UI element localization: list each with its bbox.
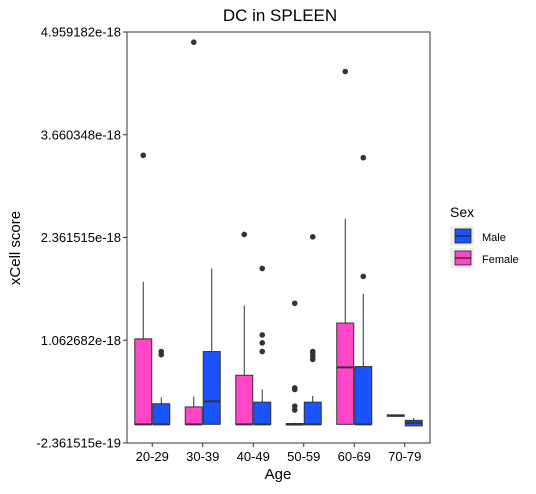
x-tick-label: 70-79 (388, 449, 421, 464)
outlier-point (309, 356, 316, 363)
box-body (354, 366, 373, 425)
box-female-60-69 (336, 68, 355, 425)
x-tick-label: 50-59 (287, 449, 320, 464)
legend-label-female: Female (482, 254, 519, 266)
outlier-point (291, 407, 298, 413)
box-female-30-39 (184, 39, 203, 426)
plot-panel (126, 31, 431, 444)
y-axis-title: xCell score (7, 211, 24, 285)
box-male-50-59 (303, 234, 322, 426)
outlier-point (158, 351, 165, 358)
y-tick-label: -2.361515e-19 (36, 436, 121, 451)
box-body (134, 338, 153, 425)
outlier-point (241, 231, 248, 238)
box-body (235, 374, 254, 425)
box-male-70-79 (404, 417, 423, 427)
outlier-point (291, 300, 298, 307)
outlier-point (342, 68, 349, 75)
box-female-50-59 (285, 300, 304, 426)
plot-marks (134, 39, 423, 427)
outlier-point (140, 152, 147, 159)
box-male-60-69 (354, 154, 373, 426)
y-axis: -2.361515e-19 1.062682e-18 2.361515e-18 3.6… (36, 25, 127, 451)
y-tick-label: 4.959182e-18 (41, 25, 121, 40)
x-axis: 20-29 30-39 40-49 50-59 60-69 70-79 (136, 443, 421, 464)
legend-label-male: Male (482, 232, 506, 244)
box-body (202, 351, 221, 425)
box-body (184, 406, 203, 425)
outlier-point (291, 403, 298, 409)
box-male-20-29 (152, 348, 171, 426)
box-body (336, 322, 355, 425)
chart-title: DC in SPLEEN (223, 6, 337, 25)
x-tick-label: 20-29 (136, 449, 169, 464)
x-tick-label: 30-39 (186, 449, 219, 464)
x-axis-title: Age (265, 466, 292, 483)
outlier-point (259, 332, 266, 338)
y-tick-label: 1.062682e-18 (41, 333, 121, 348)
box-female-70-79 (386, 414, 405, 417)
legend-title: Sex (450, 204, 474, 220)
box-body (303, 401, 322, 425)
x-tick-label: 40-49 (237, 449, 270, 464)
x-tick-label: 60-69 (338, 449, 371, 464)
outlier-point (259, 340, 266, 346)
outlier-point (360, 154, 367, 161)
outlier-point (259, 348, 266, 355)
outlier-point (259, 265, 266, 272)
outlier-point (291, 386, 298, 393)
legend: Sex Male Female (450, 204, 519, 268)
box-female-40-49 (235, 231, 254, 426)
box-body (152, 403, 171, 425)
y-tick-label: 3.660348e-18 (41, 127, 121, 142)
outlier-point (360, 273, 367, 280)
box-male-40-49 (253, 265, 272, 426)
outlier-point (190, 39, 197, 46)
outlier-point (309, 234, 316, 240)
box-body (253, 401, 272, 425)
box-female-20-29 (134, 152, 153, 426)
y-tick-label: 2.361515e-18 (41, 230, 121, 245)
box-male-30-39 (202, 268, 221, 425)
